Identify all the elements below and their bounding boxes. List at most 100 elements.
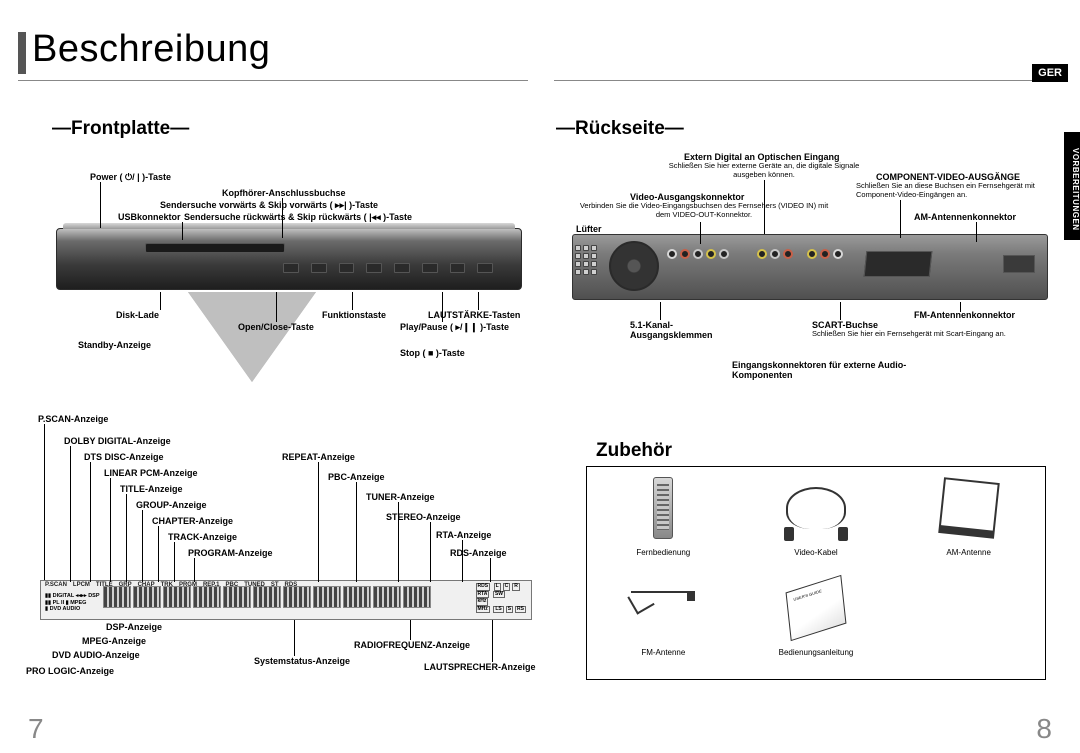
dc-program: PROGRAM-Anzeige — [188, 548, 273, 558]
am-antenna-icon — [938, 477, 1000, 539]
acc-am-antenna: AM-Antenne — [892, 467, 1045, 567]
dc-title: TITLE-Anzeige — [120, 484, 183, 494]
title-accent-bar — [18, 32, 26, 74]
jack-group-icon — [757, 249, 793, 259]
leader-line — [492, 620, 493, 662]
callout-usb: USBkonnektor — [118, 212, 181, 222]
leader-line — [294, 620, 295, 656]
leader-line — [462, 540, 463, 582]
dc-repeat: REPEAT-Anzeige — [282, 452, 355, 462]
disc-tray-icon — [145, 243, 285, 253]
leader-line — [442, 292, 443, 322]
callout-standby: Standby-Anzeige — [78, 340, 151, 350]
leader-line — [282, 198, 283, 238]
device-rear-illustration — [572, 234, 1048, 300]
leader-line — [960, 302, 961, 312]
leader-line — [160, 292, 161, 310]
acc-label: FM-Antenne — [641, 648, 685, 657]
divider-left — [18, 80, 528, 81]
callout-ext-digital-sub: Schließen Sie hier externe Geräte an, di… — [664, 162, 864, 179]
display-left-indicators: ▮▮ DIGITAL ◂◂▸▸ DSP ▮▮ PL II ▮ MPEG ▮ DV… — [45, 593, 100, 613]
dc-rta: RTA-Anzeige — [436, 530, 491, 540]
dc-dts: DTS DISC-Anzeige — [84, 452, 164, 462]
cable-icon — [786, 487, 846, 529]
dc-chapter: CHAPTER-Anzeige — [152, 516, 233, 526]
callout-component-sub: Schließen Sie an diese Buchsen ein Ferns… — [856, 182, 1056, 199]
section-tab: VORBEREITUNGEN — [1064, 132, 1080, 240]
leader-line — [90, 462, 91, 582]
leader-line — [182, 222, 183, 240]
acc-label: Video-Kabel — [794, 548, 837, 557]
page-number-right: 8 — [1036, 713, 1052, 745]
callout-headphone: Kopfhörer-Anschlussbuchse — [222, 188, 346, 198]
leader-line — [660, 302, 661, 320]
dc-pbc: PBC-Anzeige — [328, 472, 385, 482]
accessories-box: Fernbedienung Video-Kabel AM-Antenne FM-… — [586, 466, 1046, 680]
leader-line — [126, 494, 127, 582]
display-right-indicators: RDS LCR RTA SW kHz MHz LSSRS — [475, 583, 528, 613]
divider-right — [554, 80, 1048, 81]
display-panel-illustration: P.SCAN LPCM TITLE GRP CHAP TRK PRGM REP.… — [40, 580, 532, 620]
callout-fan: Lüfter — [576, 224, 602, 234]
acc-remote: Fernbedienung — [587, 467, 740, 567]
leader-line — [318, 462, 319, 582]
language-badge: GER — [1032, 64, 1068, 82]
dc-rds: RDS-Anzeige — [450, 548, 507, 558]
callout-51: 5.1-Kanal-Ausgangsklemmen — [630, 320, 740, 341]
leader-line — [700, 222, 701, 244]
dc-mpeg: MPEG-Anzeige — [82, 636, 146, 646]
callout-power: Power ( ⏻/ | )-Taste — [90, 172, 171, 182]
callout-function: Funktionstaste — [322, 310, 386, 320]
acc-manual: Bedienungsanleitung — [740, 567, 893, 667]
dc-track: TRACK-Anzeige — [168, 532, 237, 542]
device-front-illustration — [56, 228, 522, 290]
leader-line — [352, 292, 353, 310]
leader-line — [174, 542, 175, 582]
acc-label: Bedienungsanleitung — [779, 648, 854, 657]
antenna-terminal-icon — [1003, 255, 1035, 273]
manual-icon — [786, 574, 847, 640]
leader-line — [276, 292, 277, 322]
dc-dvdaudio: DVD AUDIO-Anzeige — [52, 650, 140, 660]
front-buttons-icon — [283, 257, 493, 279]
leader-line — [110, 478, 111, 582]
heading-accessories: Zubehör — [596, 440, 672, 462]
dc-rf: RADIOFREQUENZ-Anzeige — [354, 640, 470, 650]
acc-fm-antenna: FM-Antenne — [587, 567, 740, 667]
dc-lpcm: LINEAR PCM-Anzeige — [104, 468, 198, 478]
leader-line — [410, 620, 411, 640]
jack-group-icon — [667, 249, 729, 259]
callout-search-back: Sendersuche rückwärts & Skip rückwärts (… — [184, 212, 412, 222]
dc-prologic: PRO LOGIC-Anzeige — [26, 666, 114, 676]
callout-video-out-sub: Verbinden Sie die Video-Eingangsbuchsen … — [574, 202, 834, 219]
page-title: Beschreibung — [32, 28, 270, 71]
scart-icon — [864, 251, 933, 277]
leader-line — [356, 482, 357, 582]
fan-icon — [609, 241, 659, 291]
callout-playpause: Play/Pause ( ▸/❙❙ )-Taste — [400, 322, 509, 332]
heading-frontpanel: —Frontplatte— — [52, 118, 189, 140]
leader-line — [764, 180, 765, 234]
seven-segment-icon — [41, 586, 531, 608]
leader-line — [70, 446, 71, 582]
acc-video-cable: Video-Kabel — [740, 467, 893, 567]
leader-line — [142, 510, 143, 582]
dc-sysstat: Systemstatus-Anzeige — [254, 656, 350, 666]
callout-aux: Eingangskonnektoren für externe Audio-Ko… — [732, 360, 952, 381]
arrow-down-icon — [188, 292, 316, 382]
acc-label: AM-Antenne — [946, 548, 990, 557]
jack-group-icon — [807, 249, 843, 259]
leader-line — [490, 558, 491, 582]
acc-empty — [892, 567, 1045, 667]
dc-group: GROUP-Anzeige — [136, 500, 207, 510]
fm-antenna-icon — [631, 591, 695, 625]
heading-rearpanel: —Rückseite— — [556, 118, 684, 140]
dc-dolby: DOLBY DIGITAL-Anzeige — [64, 436, 171, 446]
speaker-terminals-icon — [575, 245, 605, 289]
callout-openclose: Open/Close-Taste — [238, 322, 314, 332]
acc-label: Fernbedienung — [636, 548, 690, 557]
leader-line — [44, 424, 45, 580]
leader-line — [158, 526, 159, 582]
dc-tuner: TUNER-Anzeige — [366, 492, 435, 502]
callout-am: AM-Antennenkonnektor — [914, 212, 1016, 222]
